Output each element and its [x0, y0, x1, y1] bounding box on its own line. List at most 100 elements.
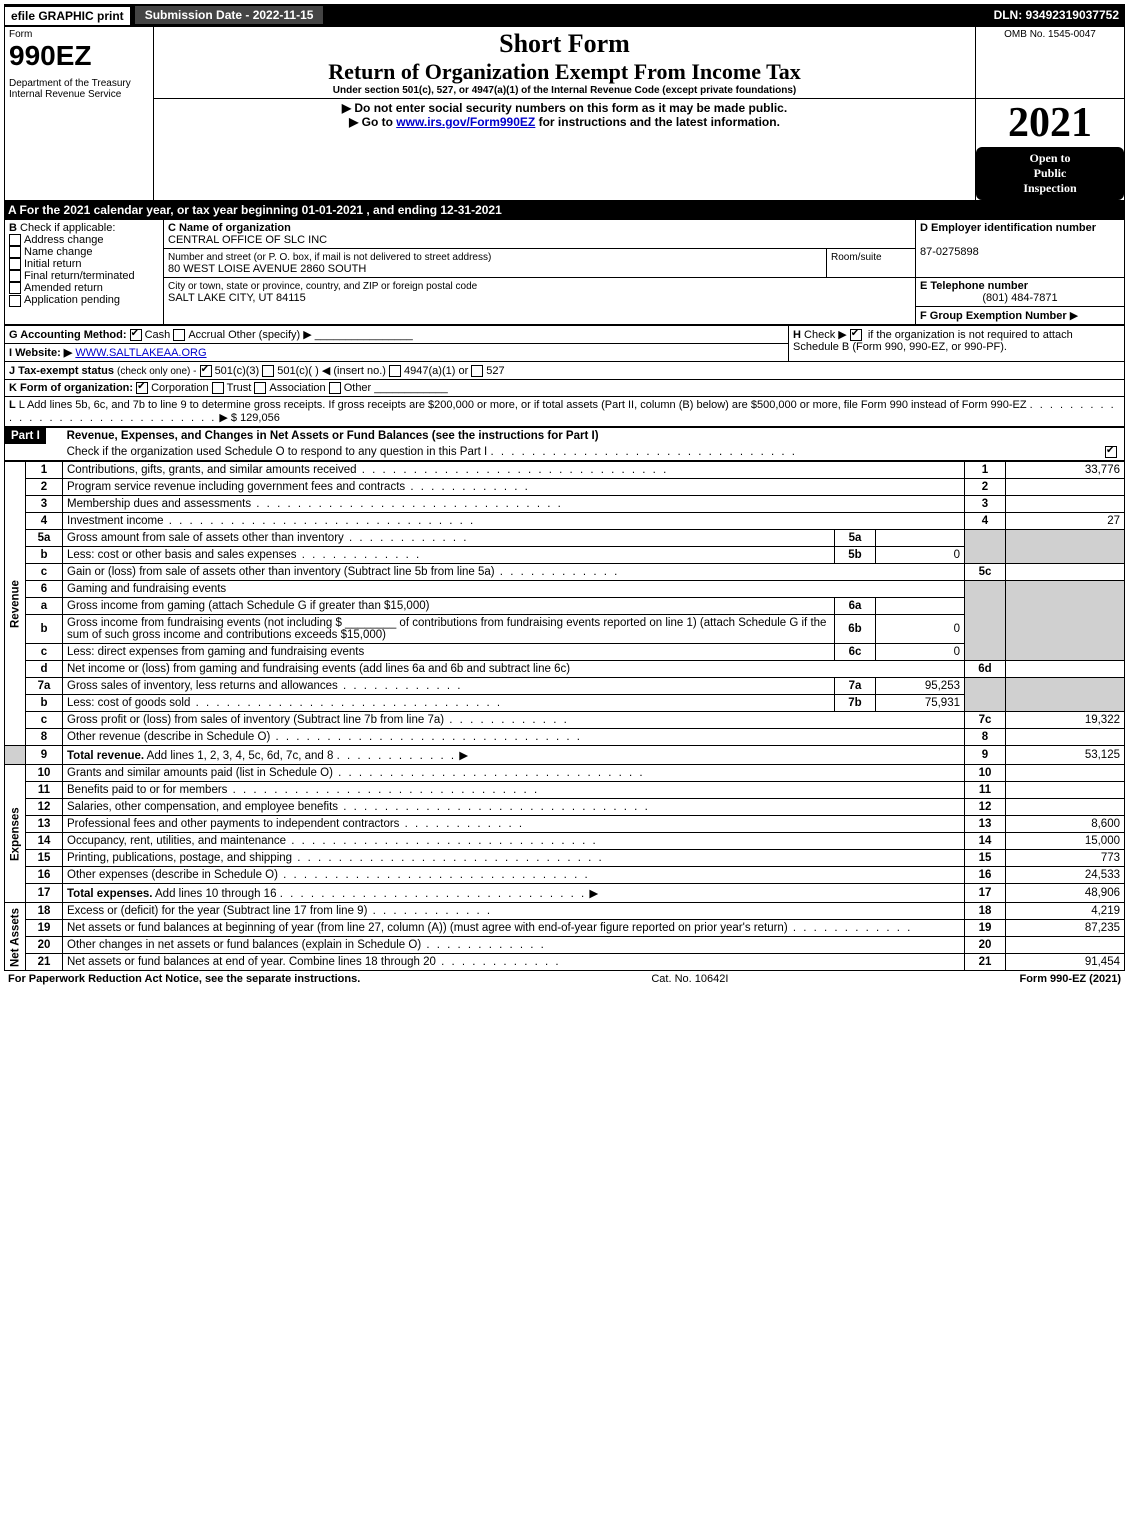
top-bar: efile GRAPHIC print Submission Date - 20…	[4, 4, 1125, 26]
tax-year: 2021	[976, 99, 1124, 147]
section-i-label: I Website: ▶	[9, 347, 72, 359]
page-footer: For Paperwork Reduction Act Notice, see …	[4, 971, 1125, 987]
section-j-label: J Tax-exempt status	[9, 365, 114, 377]
line-20: 20 Other changes in net assets or fund b…	[5, 937, 1125, 954]
omb-number: OMB No. 1545-0047	[980, 29, 1120, 40]
line-5a-value	[876, 530, 965, 547]
line-7b-value: 75,931	[876, 695, 965, 712]
checkbox-527[interactable]	[471, 365, 483, 377]
revenue-vertical-label: Revenue	[5, 462, 26, 746]
line-5c-value	[1006, 564, 1125, 581]
line-6c-value: 0	[876, 644, 965, 661]
checkbox-trust[interactable]	[212, 382, 224, 394]
check-if-applicable: Check if applicable:	[20, 222, 115, 234]
line-20-value	[1006, 937, 1125, 954]
irs-link[interactable]: www.irs.gov/Form990EZ	[396, 115, 535, 129]
line-15-value: 773	[1006, 850, 1125, 867]
checkbox-schedule-b[interactable]	[850, 329, 862, 341]
entity-info-table: B Check if applicable: Address change Na…	[4, 219, 1125, 325]
checkbox-association[interactable]	[254, 382, 266, 394]
city-value: SALT LAKE CITY, UT 84115	[168, 292, 306, 304]
efile-print-label[interactable]: efile GRAPHIC print	[4, 6, 131, 25]
checkbox-accrual[interactable]	[173, 329, 185, 341]
street-label: Number and street (or P. O. box, if mail…	[168, 252, 491, 263]
form-word: Form	[9, 29, 149, 40]
checkbox-amended-return[interactable]	[9, 282, 21, 294]
checkbox-4947[interactable]	[389, 365, 401, 377]
line-17: 17 Total expenses. Add lines 10 through …	[5, 884, 1125, 903]
dept-label: Department of the Treasury	[9, 78, 149, 89]
checkbox-corporation[interactable]	[136, 382, 148, 394]
line-21-value: 91,454	[1006, 954, 1125, 971]
lines-table: Revenue 1 Contributions, gifts, grants, …	[4, 461, 1125, 971]
line-4: 4 Investment income 4 27	[5, 513, 1125, 530]
line-9: 9 Total revenue. Add lines 1, 2, 3, 4, 5…	[5, 746, 1125, 765]
website-link[interactable]: WWW.SALTLAKEAA.ORG	[75, 347, 206, 359]
line-7b: b Less: cost of goods sold 7b 75,931	[5, 695, 1125, 712]
line-6c: c Less: direct expenses from gaming and …	[5, 644, 1125, 661]
line-13-value: 8,600	[1006, 816, 1125, 833]
section-a-period: A For the 2021 calendar year, or tax yea…	[4, 201, 1125, 219]
line-10: Expenses 10 Grants and similar amounts p…	[5, 765, 1125, 782]
subtitle: Under section 501(c), 527, or 4947(a)(1)…	[158, 85, 971, 96]
section-h-label: H	[793, 329, 801, 341]
line-5b-value: 0	[876, 547, 965, 564]
section-g-label: G Accounting Method:	[9, 329, 127, 341]
checkbox-cash[interactable]	[130, 329, 142, 341]
irs-label: Internal Revenue Service	[9, 89, 149, 100]
section-l-text: L Add lines 5b, 6c, and 7b to line 9 to …	[19, 399, 1027, 411]
line-19-value: 87,235	[1006, 920, 1125, 937]
phone-value: (801) 484-7871	[920, 292, 1120, 304]
line-6b: b Gross income from fundraising events (…	[5, 615, 1125, 644]
section-f-arrow: ▶	[1070, 310, 1078, 322]
checkbox-501c3[interactable]	[200, 365, 212, 377]
line-6b-value: 0	[876, 615, 965, 644]
line-4-value: 27	[1006, 513, 1125, 530]
section-h-check: Check ▶	[804, 329, 847, 341]
line-7a-value: 95,253	[876, 678, 965, 695]
warning-link: ▶ Go to www.irs.gov/Form990EZ for instru…	[158, 115, 971, 129]
checkbox-final-return[interactable]	[9, 270, 21, 282]
line-16: 16 Other expenses (describe in Schedule …	[5, 867, 1125, 884]
line-1-value: 33,776	[1006, 462, 1125, 479]
section-f-label: F Group Exemption Number	[920, 310, 1067, 322]
line-21: 21 Net assets or fund balances at end of…	[5, 954, 1125, 971]
line-16-value: 24,533	[1006, 867, 1125, 884]
expenses-vertical-label: Expenses	[5, 765, 26, 903]
footer-mid: Cat. No. 10642I	[651, 973, 728, 985]
other-specify: Other (specify) ▶	[228, 329, 312, 341]
line-8-value	[1006, 729, 1125, 746]
line-12-value	[1006, 799, 1125, 816]
line-17-value: 48,906	[1006, 884, 1125, 903]
line-6d: d Net income or (loss) from gaming and f…	[5, 661, 1125, 678]
section-d-label: D Employer identification number	[920, 222, 1096, 234]
line-1: Revenue 1 Contributions, gifts, grants, …	[5, 462, 1125, 479]
checkbox-schedule-o[interactable]	[1105, 446, 1117, 458]
line-13: 13 Professional fees and other payments …	[5, 816, 1125, 833]
checkbox-501c[interactable]	[262, 365, 274, 377]
line-6a-value	[876, 598, 965, 615]
line-6: 6 Gaming and fundraising events	[5, 581, 1125, 598]
line-2: 2 Program service revenue including gove…	[5, 479, 1125, 496]
part1-check-note: Check if the organization used Schedule …	[67, 446, 488, 458]
section-b-label: B	[9, 222, 17, 234]
checkbox-name-change[interactable]	[9, 246, 21, 258]
checkbox-address-change[interactable]	[9, 234, 21, 246]
line-11-value	[1006, 782, 1125, 799]
line-5c: c Gain or (loss) from sale of assets oth…	[5, 564, 1125, 581]
ein-value: 87-0275898	[920, 246, 979, 258]
main-title: Return of Organization Exempt From Incom…	[158, 59, 971, 85]
section-k-label: K Form of organization:	[9, 382, 133, 394]
inspection-box: Open to Public Inspection	[976, 147, 1124, 200]
line-10-value	[1006, 765, 1125, 782]
line-7c: c Gross profit or (loss) from sales of i…	[5, 712, 1125, 729]
line-6d-value	[1006, 661, 1125, 678]
checkbox-initial-return[interactable]	[9, 258, 21, 270]
checkbox-other-org[interactable]	[329, 382, 341, 394]
line-7a: 7a Gross sales of inventory, less return…	[5, 678, 1125, 695]
line-12: 12 Salaries, other compensation, and emp…	[5, 799, 1125, 816]
line-11: 11 Benefits paid to or for members 11	[5, 782, 1125, 799]
checkbox-application-pending[interactable]	[9, 295, 21, 307]
section-c-label: C Name of organization	[168, 222, 291, 234]
room-suite-label: Room/suite	[831, 252, 882, 263]
